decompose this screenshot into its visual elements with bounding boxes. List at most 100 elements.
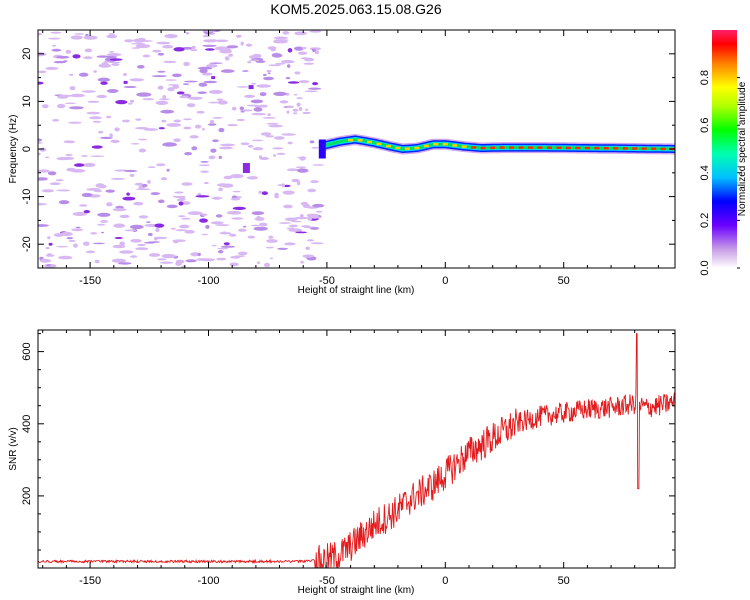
noise-blob <box>216 98 223 101</box>
noise-blob <box>223 175 233 180</box>
noise-blob <box>123 86 137 88</box>
noise-blob <box>209 62 223 64</box>
noise-blob <box>263 76 274 81</box>
noise-blob <box>185 32 190 35</box>
noise-blob <box>217 100 228 105</box>
noise-blob <box>79 204 88 207</box>
x-tick-label: -100 <box>197 575 219 587</box>
noise-blob <box>46 264 51 267</box>
noise-blob <box>212 117 223 119</box>
ridge-core <box>348 139 354 142</box>
noise-blob <box>155 227 160 233</box>
noise-blob <box>231 106 237 111</box>
noise-blob <box>259 156 269 161</box>
snr-panel: -150 -100 -50 0 50 200 400 600 Height of straig… <box>8 329 676 596</box>
noise-blob <box>126 192 130 196</box>
noise-blob <box>96 55 110 58</box>
noise-blob <box>306 213 319 218</box>
noise-blob <box>176 91 185 95</box>
noise-blob <box>305 108 309 111</box>
noise-blob <box>58 255 73 260</box>
noise-blob <box>230 174 244 179</box>
ridge-core <box>395 146 401 150</box>
noise-blob <box>310 242 324 245</box>
ridge-core <box>584 146 590 150</box>
noise-blob <box>135 127 149 130</box>
ridge-core <box>461 145 467 148</box>
noise-blob <box>309 140 315 144</box>
noise-blob <box>209 119 215 124</box>
noise-blob <box>90 155 105 157</box>
noise-blob <box>183 118 192 121</box>
ridge-core <box>660 147 666 151</box>
noise-blob <box>267 72 271 75</box>
noise-blob <box>152 49 162 53</box>
noise-blob <box>206 64 218 68</box>
noise-blob <box>244 94 255 98</box>
noise-blob <box>134 182 144 186</box>
noise-blob <box>260 132 272 136</box>
noise-blob <box>83 210 91 214</box>
noise-blob <box>52 44 56 47</box>
noise-blob <box>112 208 127 212</box>
noise-blob <box>65 49 72 54</box>
noise-blob <box>223 242 230 246</box>
noise-blob <box>205 224 210 229</box>
noise-blob <box>202 34 211 38</box>
ridge-core <box>452 144 458 147</box>
noise-blob <box>175 229 188 232</box>
noise-blob <box>173 195 177 198</box>
noise-blob <box>38 152 41 156</box>
noise-blob <box>252 147 264 151</box>
noise-blob <box>250 224 261 227</box>
noise-blob <box>274 192 279 197</box>
noise-blob <box>100 136 113 140</box>
noise-blob <box>282 31 290 35</box>
noise-blob <box>166 204 178 209</box>
noise-blob <box>215 224 230 227</box>
noise-blob <box>39 147 47 152</box>
spectrogram-ylabel: Frequency (Hz) <box>8 115 19 184</box>
noise-blob <box>202 44 217 47</box>
noise-blob <box>286 110 290 114</box>
noise-blob <box>279 100 289 104</box>
noise-blob <box>100 231 105 234</box>
noise-blob <box>142 54 151 58</box>
noise-blob <box>73 243 78 248</box>
noise-blob <box>257 261 261 264</box>
noise-blob <box>131 47 141 49</box>
snr-series <box>38 333 675 568</box>
ridge-core <box>556 146 562 149</box>
noise-blob <box>220 69 235 73</box>
noise-blob <box>197 66 213 70</box>
noise-blob <box>278 222 292 224</box>
noise-blob <box>268 235 274 239</box>
noise-blob <box>61 156 75 160</box>
chart-title: KOM5.2025.063.15.08.G26 <box>270 1 441 17</box>
noise-blob <box>302 111 311 115</box>
noise-blob <box>69 73 74 76</box>
noise-blob <box>71 228 84 232</box>
noise-blob <box>86 188 101 191</box>
noise-blob <box>210 221 224 225</box>
noise-blob <box>226 210 242 215</box>
noise-blob <box>267 46 277 50</box>
ridge-core <box>565 146 571 150</box>
noise-blob <box>267 113 271 117</box>
noise-blob <box>70 93 85 98</box>
noise-blob <box>253 107 263 112</box>
noise-blob <box>219 49 232 54</box>
noise-blob <box>154 236 158 241</box>
noise-blob <box>284 217 298 222</box>
noise-blob <box>83 35 98 40</box>
noise-blob <box>115 100 128 105</box>
noise-blob <box>268 64 281 67</box>
noise-blob <box>246 43 253 47</box>
noise-blob <box>187 211 203 216</box>
ridge-core <box>386 144 391 148</box>
noise-blob <box>201 213 208 216</box>
noise-blob <box>135 247 149 251</box>
noise-blob <box>208 89 223 94</box>
noise-blob <box>105 189 115 193</box>
noise-blob <box>294 31 307 36</box>
